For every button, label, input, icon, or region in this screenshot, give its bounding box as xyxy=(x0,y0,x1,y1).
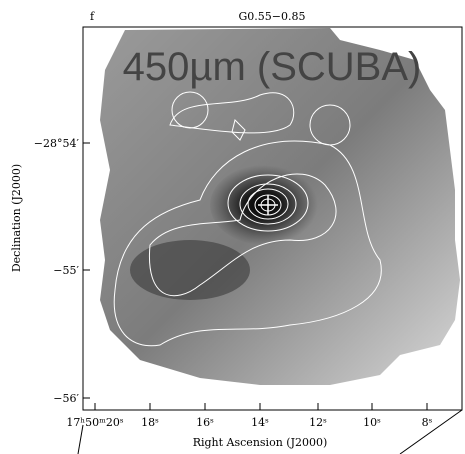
x-tick-label: 8ˢ xyxy=(422,416,433,429)
y-ticks: −28°54′ −55′ −56′ xyxy=(34,137,90,405)
x-tick-label: 10ˢ xyxy=(363,416,381,429)
figure: f G0.55−0.85 450µm (SCUBA) Declination (… xyxy=(0,0,465,454)
y-tick-label: −56′ xyxy=(53,392,79,405)
x-tick-label: 14ˢ xyxy=(251,416,269,429)
x-ticks: 17ʰ50ᵐ20ˢ 18ˢ 16ˢ 14ˢ 12ˢ 10ˢ 8ˢ xyxy=(66,403,432,429)
edge-line xyxy=(78,425,83,454)
x-tick-label: 18ˢ xyxy=(141,416,159,429)
y-tick-label: −55′ xyxy=(53,264,79,277)
y-tick-label: −28°54′ xyxy=(34,137,80,150)
x-axis-label: Right Ascension (J2000) xyxy=(193,436,328,449)
panel-title: G0.55−0.85 xyxy=(239,10,306,23)
panel-label: f xyxy=(90,10,95,23)
x-tick-label: 12ˢ xyxy=(309,416,327,429)
x-tick-label: 17ʰ50ᵐ20ˢ xyxy=(66,416,123,429)
y-axis-label: Declination (J2000) xyxy=(10,164,23,272)
x-tick-label: 16ˢ xyxy=(196,416,214,429)
overlay-text: 450µm (SCUBA) xyxy=(123,45,422,89)
